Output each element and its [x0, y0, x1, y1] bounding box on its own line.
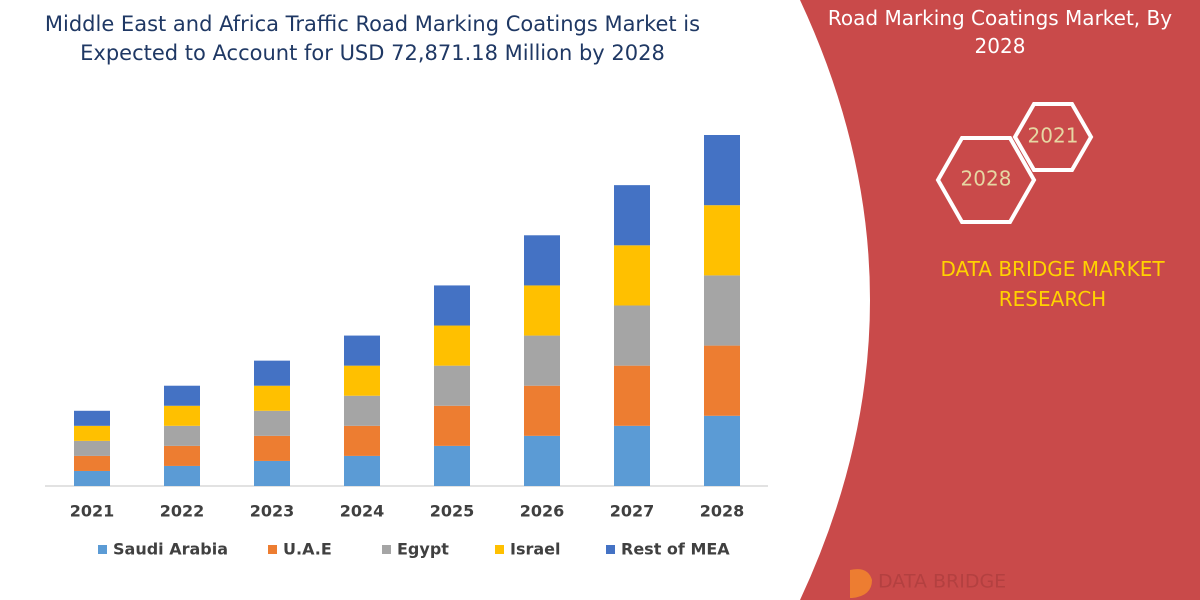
hexagon	[935, 136, 1037, 224]
bar-segment	[254, 410, 290, 436]
side-title: Road Marking Coatings Market, By 2028	[827, 6, 1173, 58]
bar-segment	[164, 425, 200, 446]
bar-segment	[254, 360, 290, 386]
bar-segment	[344, 425, 380, 456]
bar-segment	[614, 245, 650, 306]
bar-segment	[164, 465, 200, 486]
bar-segment	[524, 235, 560, 286]
bar-segment	[524, 335, 560, 386]
bar-segment	[704, 205, 740, 276]
bar-segment	[614, 185, 650, 246]
x-tick-label: 2025	[430, 502, 475, 521]
bar-segment	[704, 415, 740, 486]
legend-swatch	[495, 545, 504, 554]
bar-segment	[344, 395, 380, 426]
bar-segment	[74, 455, 110, 471]
bar-segment	[524, 435, 560, 486]
bar-segment	[164, 445, 200, 466]
bar-segment	[524, 285, 560, 336]
bar-segment	[434, 285, 470, 326]
x-tick-label: 2024	[340, 502, 385, 521]
chart-title: Middle East and Africa Traffic Road Mark…	[44, 12, 701, 65]
legend-label: Israel	[510, 540, 561, 559]
bar-segment	[74, 425, 110, 441]
legend-label: U.A.E	[283, 540, 332, 559]
bar-segment	[344, 455, 380, 486]
hexagon	[1012, 102, 1094, 172]
bar-segment	[704, 275, 740, 346]
x-tick-label: 2027	[610, 502, 655, 521]
legend-label: Saudi Arabia	[113, 540, 228, 559]
legend-swatch	[98, 545, 107, 554]
x-tick-label: 2021	[70, 502, 115, 521]
logo-icon	[850, 569, 872, 598]
legend-swatch	[606, 545, 615, 554]
logo-text: DATA BRIDGE	[878, 571, 1006, 593]
bar-segment	[74, 410, 110, 426]
bar-segment	[254, 460, 290, 486]
bar-segment	[344, 335, 380, 366]
bar-segment	[614, 425, 650, 486]
bar-segment	[434, 445, 470, 486]
legend-label: Rest of MEA	[621, 540, 730, 559]
bar-segment	[614, 305, 650, 366]
legend-swatch	[382, 545, 391, 554]
legend-label: Egypt	[397, 540, 449, 559]
bar-segment	[704, 345, 740, 416]
bar-segment	[254, 435, 290, 461]
bar-segment	[434, 325, 470, 366]
bar-segment	[254, 385, 290, 411]
x-tick-label: 2026	[520, 502, 565, 521]
legend-swatch	[268, 545, 277, 554]
bar-segment	[74, 470, 110, 486]
bar-segment	[164, 385, 200, 406]
x-tick-label: 2028	[700, 502, 745, 521]
bar-segment	[434, 405, 470, 446]
bar-segment	[74, 440, 110, 456]
brand: DATA BRIDGE MARKET RESEARCH	[940, 257, 1165, 311]
bar-segment	[344, 365, 380, 396]
side-panel-bg	[800, 0, 1200, 600]
bar-segment	[704, 135, 740, 206]
x-tick-label: 2022	[160, 502, 205, 521]
bar-segment	[164, 405, 200, 426]
x-tick-label: 2023	[250, 502, 295, 521]
bar-segment	[434, 365, 470, 406]
hexagon-label: 2028	[961, 167, 1012, 191]
hexagon-label: 2021	[1028, 124, 1079, 148]
bar-segment	[524, 385, 560, 436]
bar-segment	[614, 365, 650, 426]
